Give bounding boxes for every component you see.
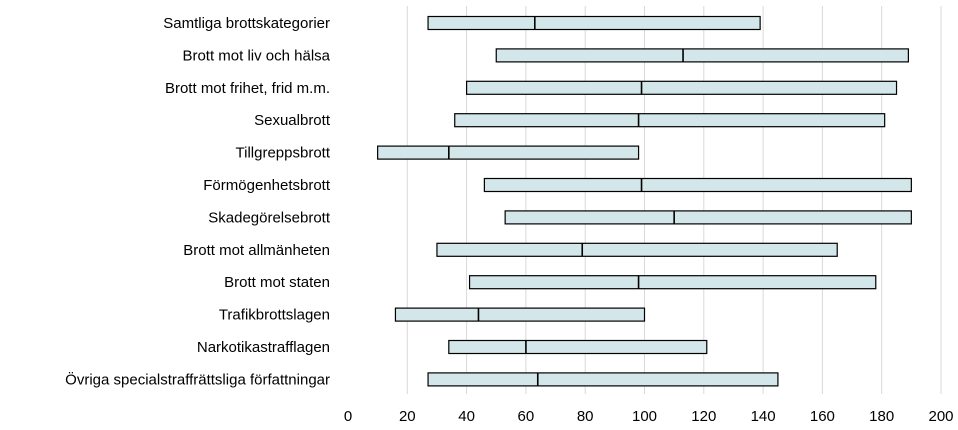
x-tick-label: 140 [751,408,776,425]
range-bar [495,48,909,63]
x-tick-label: 160 [810,408,835,425]
category-label: Brott mot allmänheten [183,242,330,259]
category-label: Skadegörelsebrott [208,209,331,226]
range-bar [483,177,912,193]
gridlines [406,6,942,394]
range-bar [466,80,898,95]
x-tick-label: 180 [869,408,894,425]
x-tick-label: 40 [458,408,475,425]
x-tick-label: 80 [577,408,594,425]
range-bars [377,15,912,387]
category-label: Tillgreppsbrott [236,145,331,162]
x-tick-label: 200 [928,408,953,425]
range-bar [468,275,877,290]
range-bar [504,210,912,225]
range-bar [427,372,779,387]
range-bar [436,242,838,257]
category-label: Förmögenhetsbrott [203,177,331,194]
category-label: Narkotikastrafflagen [197,339,330,356]
category-label: Samtliga brottskategorier [163,15,330,32]
range-bar [454,113,886,128]
x-tick-label: 120 [691,408,716,425]
category-label: Övriga specialstraffrättsliga författnin… [65,370,330,388]
category-label: Brott mot liv och hälsa [182,47,330,64]
range-bar [377,145,640,160]
x-axis-tick-labels: 0 20 40 60 80 100 120 140 160 180 200 [344,408,954,425]
category-labels: Samtliga brottskategorier Brott mot liv o… [65,15,331,388]
category-label: Brott mot staten [224,274,330,291]
x-tick-label: 0 [344,408,352,425]
category-label: Sexualbrott [254,112,331,129]
category-label: Trafikbrottslagen [219,307,330,324]
range-bar [448,339,708,355]
category-label: Brott mot frihet, frid m.m. [165,80,330,97]
x-tick-label: 100 [632,408,657,425]
range-bar [427,15,761,31]
x-tick-label: 60 [518,408,535,425]
range-bar [394,307,646,322]
x-tick-label: 20 [399,408,416,425]
